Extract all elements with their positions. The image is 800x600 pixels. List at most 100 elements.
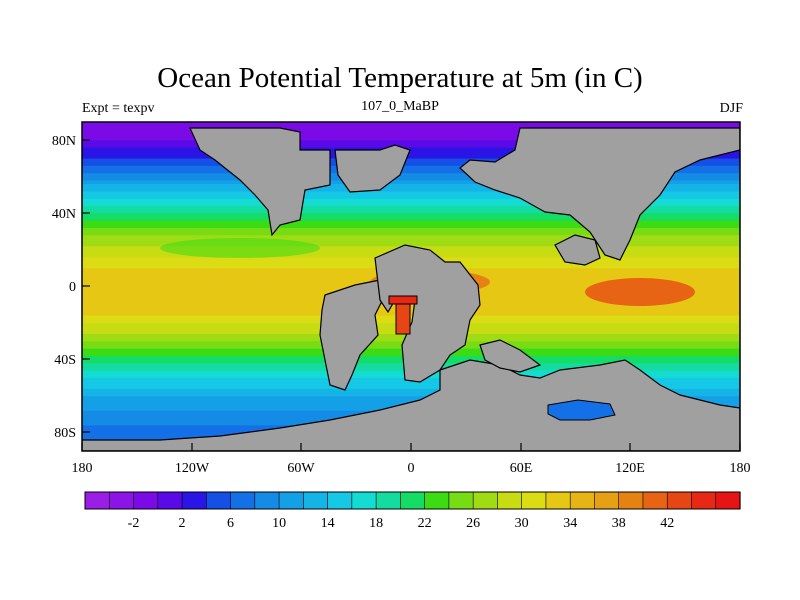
colorbar-swatch: [618, 491, 644, 510]
colorbar-swatch: [400, 491, 426, 510]
colorbar-swatch: [351, 491, 377, 510]
temperature-band: [82, 209, 740, 214]
colorbar-label: 18: [369, 516, 383, 531]
colorbar-swatch: [448, 491, 474, 510]
temperature-band: [82, 184, 740, 189]
land-greenland: [334, 144, 411, 193]
land-southeast-asia: [479, 339, 542, 373]
antarctic-sea-pocket: [547, 399, 616, 421]
temperature-band: [82, 396, 740, 401]
temperature-band: [82, 202, 740, 207]
temperature-band: [82, 154, 740, 160]
colorbar-swatch: [545, 491, 571, 510]
temperature-band: [82, 198, 740, 204]
temperature-band: [82, 213, 740, 218]
colorbar-swatch: [133, 491, 159, 510]
temperature-band: [82, 176, 740, 182]
land-india: [554, 234, 601, 266]
temperature-band: [82, 238, 740, 244]
temperature-band: [82, 385, 740, 390]
land-antarctica-bridge: [82, 359, 740, 451]
temperature-band: [82, 136, 740, 141]
lon-tick-120w: 120W: [175, 461, 210, 476]
colorbar-swatch: [715, 491, 741, 510]
temperature-band: [82, 140, 740, 145]
colorbar-label: 34: [563, 516, 577, 531]
colorbar-swatch: [181, 491, 207, 510]
colorbar-swatch: [642, 491, 668, 510]
colorbar-swatch: [327, 491, 353, 510]
temperature-band: [82, 169, 740, 174]
temperature-band: [82, 129, 740, 134]
temperature-band: [82, 173, 740, 178]
colorbar-label: 38: [612, 516, 626, 531]
colorbar-swatch: [254, 491, 280, 510]
temperature-band: [82, 125, 740, 130]
temperature-band: [82, 231, 740, 236]
temperature-band: [82, 315, 740, 320]
colorbar-outline: [84, 491, 741, 510]
land-north-america: [189, 127, 331, 237]
lat-tick-80s: 80S: [54, 426, 76, 441]
colorbar: [84, 491, 741, 510]
lon-tick-180w: 180: [72, 461, 93, 476]
colorbar-swatch: [666, 491, 693, 510]
colorbar-swatch: [424, 491, 450, 510]
lat-tick-40n: 40N: [52, 207, 76, 222]
colorbar-swatch: [497, 491, 523, 510]
colorbar-swatch: [375, 491, 401, 510]
temperature-band: [82, 151, 740, 156]
temperature-band: [82, 228, 740, 233]
colorbar-label: 10: [272, 516, 286, 531]
colorbar-swatch: [303, 491, 329, 510]
plot-title: Ocean Potential Temperature at 5m (in C): [157, 62, 643, 94]
temperature-band: [82, 195, 740, 200]
antarctic-cold-water: [547, 399, 616, 421]
lon-tick-120e: 120E: [615, 461, 645, 476]
colorbar-label: 30: [515, 516, 529, 531]
temperature-band: [82, 143, 740, 149]
red-hot-pool: [388, 295, 418, 305]
lon-tick-60w: 60W: [287, 461, 315, 476]
colorbar-label: 42: [660, 516, 674, 531]
experiment-label: Expt = texpv: [82, 101, 155, 116]
colorbar-labels: -2 2 6 10 14 18 22 26 30 34 38 42: [128, 516, 675, 531]
hot-pool-detail: [388, 295, 418, 335]
temperature-band: [82, 132, 740, 138]
colorbar-label: 14: [321, 516, 335, 531]
temperature-band: [82, 180, 740, 185]
lon-tick-0: 0: [408, 461, 415, 476]
colorbar-swatch: [230, 491, 256, 510]
temperature-band: [82, 122, 740, 127]
temperature-band: [82, 388, 740, 394]
land-eurasia: [459, 127, 740, 261]
temperature-band: [82, 158, 740, 163]
lon-tick-180e: 180: [730, 461, 751, 476]
lon-tick-60e: 60E: [510, 461, 533, 476]
colorbar-swatch: [472, 491, 499, 510]
lat-tick-80n: 80N: [52, 134, 76, 149]
longitude-axis: 180 120W 60W 0 60E 120E 180: [72, 443, 751, 476]
temperature-band: [82, 381, 740, 386]
east-pacific-cool-tongue: [160, 238, 320, 258]
colorbar-swatch: [278, 491, 304, 510]
temperature-band: [82, 224, 740, 229]
latitude-axis: 80N 40N 0 40S 80S: [52, 134, 90, 441]
temperature-band: [82, 312, 740, 317]
colorbar-swatch: [691, 491, 717, 510]
temperature-band: [82, 191, 740, 196]
temperature-band: [82, 242, 740, 247]
colorbar-label: -2: [128, 516, 140, 531]
lat-tick-40s: 40S: [54, 353, 76, 368]
temperature-band: [82, 217, 740, 222]
colorbar-swatch: [84, 491, 110, 510]
temperature-band: [82, 147, 740, 152]
temperature-band: [82, 206, 740, 211]
colorbar-label: 6: [227, 516, 234, 531]
temperature-band: [82, 319, 740, 324]
lat-tick-0: 0: [69, 280, 76, 295]
temperature-band: [82, 304, 740, 310]
colorbar-label: 26: [466, 516, 480, 531]
colorbar-label: 22: [418, 516, 432, 531]
colorbar-label: 2: [179, 516, 186, 531]
